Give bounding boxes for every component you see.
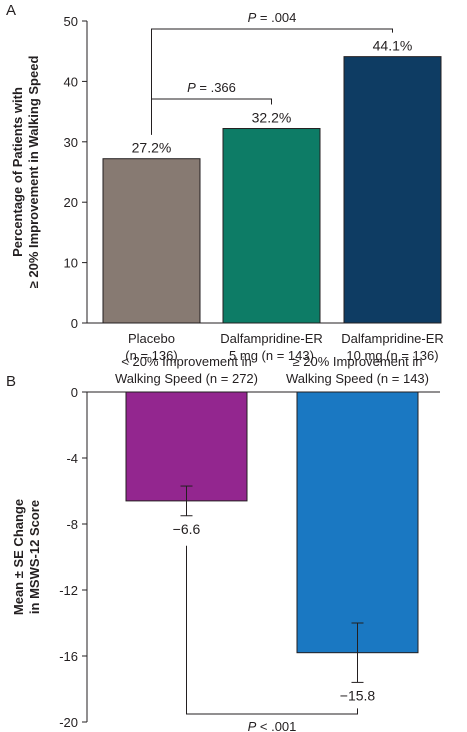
y-tick-label: 0 xyxy=(71,316,78,331)
bar-value-label: −15.8 xyxy=(340,687,376,703)
p-symbol: P xyxy=(248,719,257,732)
bar-value-label: 44.1% xyxy=(373,38,413,54)
y-axis-title-line: Mean ± SE Change xyxy=(11,499,26,615)
bar xyxy=(296,391,419,654)
p-value-label: P = .004 xyxy=(248,10,297,25)
panel-label: A xyxy=(6,2,16,19)
p-symbol: P xyxy=(248,10,257,25)
y-axis-title-line: Percentage of Patients with xyxy=(10,87,25,257)
x-category-label-line: 5 mg (n = 143) xyxy=(229,348,314,363)
y-tick-label: 20 xyxy=(64,195,78,210)
p-value-label: P < .001 xyxy=(248,719,297,732)
x-category-label-line: 10 mg (n = 136) xyxy=(346,348,438,363)
panel-label: B xyxy=(6,373,16,390)
bar xyxy=(222,128,321,324)
panel-b: B Mean ± SE Change in MSWS-12 Score 0 -4 -8 -1… xyxy=(6,354,440,732)
y-tick-label: -20 xyxy=(59,715,78,730)
p-value-text: = .004 xyxy=(256,10,296,25)
significance-bracket xyxy=(151,28,393,135)
y-tick-label: -16 xyxy=(59,649,78,664)
p-symbol: P xyxy=(187,80,196,95)
significance-bracket xyxy=(186,545,358,715)
y-axis-title-line: ≥ 20% Improvement in Walking Speed xyxy=(26,56,41,289)
bar-value-label: 32.2% xyxy=(252,110,292,126)
bar xyxy=(125,391,248,502)
bar-value-label: −6.6 xyxy=(173,521,201,537)
bar xyxy=(102,158,201,324)
panel-a: A Percentage of Patients with ≥ 20% Improv… xyxy=(6,2,444,363)
y-tick-label: -8 xyxy=(66,517,78,532)
bar xyxy=(343,56,442,324)
y-tick-label: -12 xyxy=(59,583,78,598)
y-tick-label: 10 xyxy=(64,256,78,271)
x-category-label-line: Dalfampridine-ER xyxy=(341,331,444,346)
x-category-label-line: < 20% Improvement in xyxy=(121,354,251,369)
x-category-label-line: (n = 136) xyxy=(125,348,177,363)
y-tick-label: 30 xyxy=(64,135,78,150)
x-category-label-line: Walking Speed (n = 272) xyxy=(115,371,258,386)
x-category-label-line: Placebo xyxy=(128,331,175,346)
p-value-text: < .001 xyxy=(256,719,296,732)
x-category-label-line: Dalfampridine-ER xyxy=(220,331,323,346)
y-tick-label: 0 xyxy=(71,385,78,400)
p-value-text: = .366 xyxy=(196,80,236,95)
y-tick-label: 40 xyxy=(64,74,78,89)
x-category-label-line: ≥ 20% Improvement in xyxy=(293,354,423,369)
y-tick-label: 50 xyxy=(64,14,78,29)
y-axis-title-line: in MSWS-12 Score xyxy=(27,500,42,614)
y-tick-label: -4 xyxy=(66,451,78,466)
p-value-label: P = .366 xyxy=(187,80,236,95)
x-category-label-line: Walking Speed (n = 143) xyxy=(286,371,429,386)
bar-value-label: 27.2% xyxy=(132,140,172,156)
